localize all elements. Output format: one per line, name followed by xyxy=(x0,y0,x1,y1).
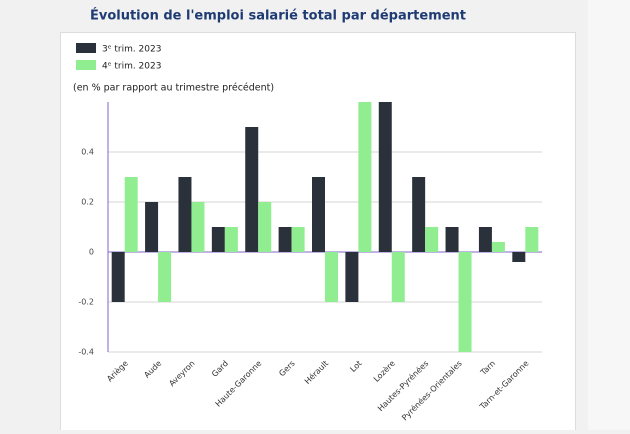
bar xyxy=(325,252,338,302)
y-tick-label: 0.4 xyxy=(81,148,94,157)
chart-title: Évolution de l'emploi salarié total par … xyxy=(90,8,466,24)
y-tick-label: -0.4 xyxy=(78,348,94,357)
bar xyxy=(378,102,392,252)
bar xyxy=(478,227,492,252)
side-panel xyxy=(588,0,630,430)
legend-label: 3ᵉ trim. 2023 xyxy=(102,45,161,55)
bar xyxy=(191,202,205,252)
bar xyxy=(391,252,405,302)
bar xyxy=(124,177,138,252)
bar xyxy=(458,252,472,352)
bar xyxy=(291,227,305,252)
bar xyxy=(412,177,426,252)
bar xyxy=(525,227,539,252)
bar xyxy=(158,252,172,302)
bar xyxy=(245,127,259,252)
bar xyxy=(145,202,159,252)
bar xyxy=(425,227,439,252)
bar xyxy=(211,227,225,252)
bar xyxy=(512,252,526,262)
y-axis-label: (en % par rapport au trimestre précédent… xyxy=(73,83,274,94)
bar xyxy=(445,227,459,252)
y-tick-label: 0.2 xyxy=(81,198,94,207)
legend-swatch xyxy=(76,43,96,53)
y-tick-label: 0 xyxy=(89,248,94,257)
legend-label: 4ᵉ trim. 2023 xyxy=(102,62,161,72)
bar xyxy=(258,202,272,252)
bar xyxy=(312,177,325,252)
bar xyxy=(111,252,125,302)
bar xyxy=(178,177,192,252)
bar xyxy=(358,102,372,252)
legend-swatch xyxy=(76,60,96,70)
bar xyxy=(278,227,292,252)
bar xyxy=(224,227,238,252)
y-tick-label: -0.2 xyxy=(78,298,94,307)
bar xyxy=(491,242,505,252)
bar xyxy=(345,252,359,302)
